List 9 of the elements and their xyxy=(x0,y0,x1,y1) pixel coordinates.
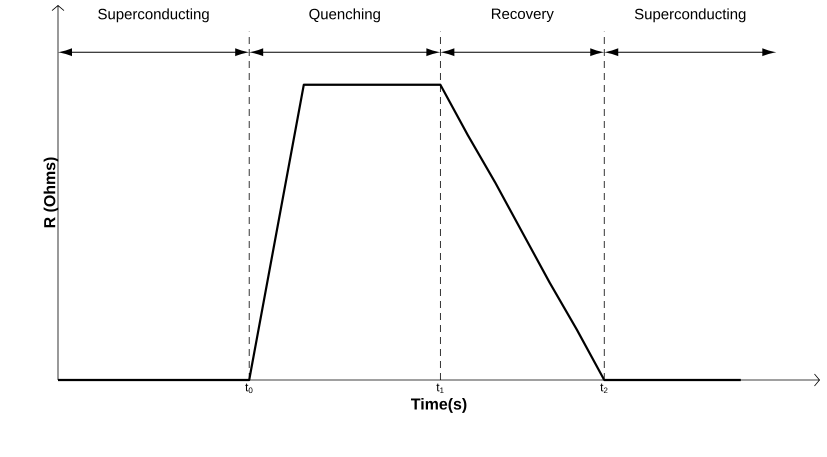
y-axis-title: R (Ohms) xyxy=(44,157,58,228)
x-tick-label: t$_{0}$ xyxy=(245,384,253,394)
text: Quenching xyxy=(309,8,380,22)
x-tick-label: t$_{2}$ xyxy=(600,384,608,394)
text: Superconducting xyxy=(634,8,746,22)
x-axis-title: Time(s) xyxy=(410,398,466,413)
text: Superconducting xyxy=(98,8,209,22)
x-tick-label: t$_{1}$ xyxy=(436,384,444,394)
text: Recovery xyxy=(492,8,554,22)
